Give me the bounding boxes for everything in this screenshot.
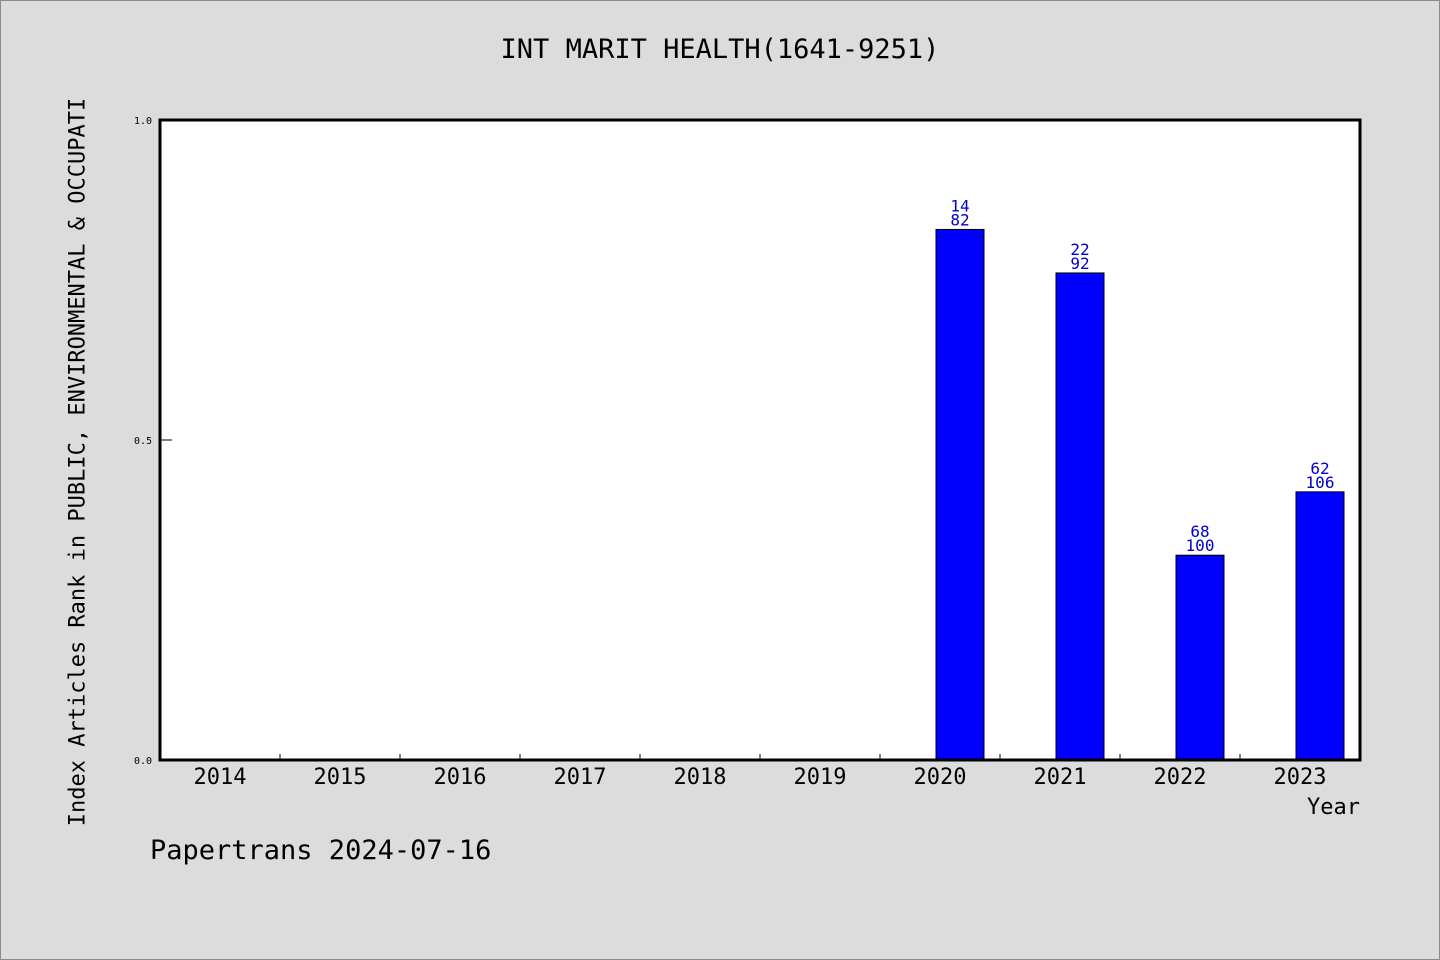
x-axis-label: Year [1307,795,1360,820]
x-tick-label: 2022 [1154,765,1207,790]
y-tick-label: 1.0 [134,116,152,127]
bar [935,228,985,761]
x-tick-label: 2021 [1034,765,1087,790]
bar-value-label: 68 [1190,522,1209,541]
y-tick-label: 0.0 [134,756,152,767]
bar-value-label: 14 [950,196,969,215]
bar [1295,491,1345,761]
y-tick-label: 0.5 [134,436,152,447]
x-tick-label: 2023 [1274,765,1327,790]
x-tick-label: 2017 [554,765,607,790]
bar [1175,554,1225,761]
x-tick-label: 2018 [674,765,727,790]
bar [1055,272,1105,761]
bar-value-label: 82 [950,210,969,229]
x-tick-label: 2014 [194,765,247,790]
x-tick-label: 2019 [794,765,847,790]
bar-value-label: 100 [1186,536,1215,555]
x-tick-label: 2015 [314,765,367,790]
footer-credit: Papertrans 2024-07-16 [150,835,492,866]
x-tick-label: 2020 [914,765,967,790]
x-tick-label: 2016 [434,765,487,790]
bar-value-label: 92 [1070,254,1089,273]
chart-title: INT MARIT HEALTH(1641-9251) [500,34,940,65]
plot-area [160,120,1360,760]
bar-value-label: 22 [1070,240,1089,259]
bar-value-label: 62 [1310,459,1329,478]
bar-value-label: 106 [1306,473,1335,492]
